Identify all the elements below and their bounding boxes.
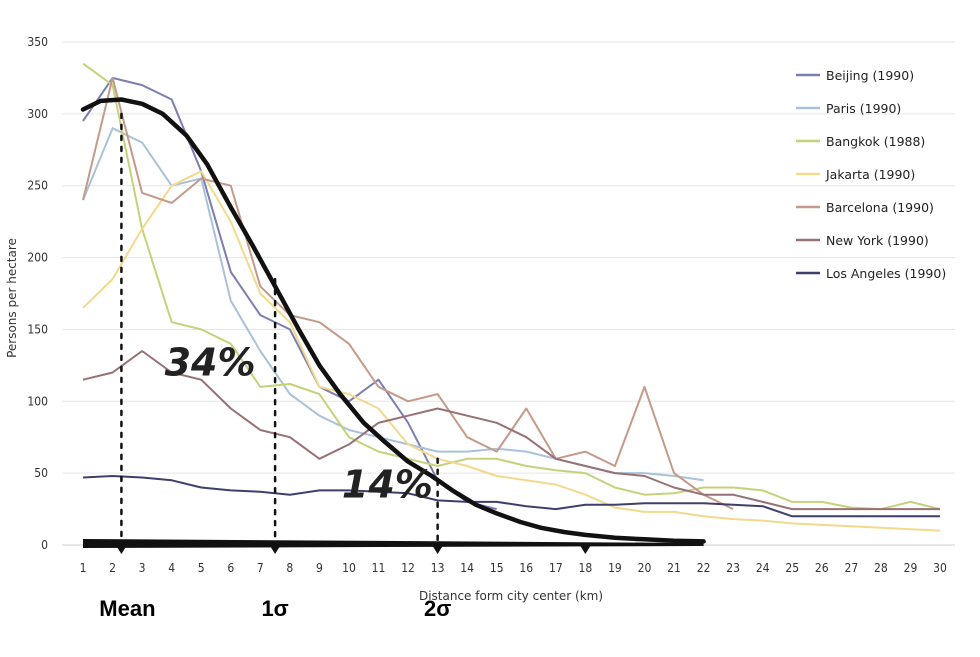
x-tick-2: 2 bbox=[109, 561, 116, 575]
y-axis-title: Persons per hectare bbox=[5, 238, 19, 358]
x-tick-7: 7 bbox=[257, 561, 264, 575]
y-tick-350: 350 bbox=[27, 35, 48, 49]
overlay-baseline bbox=[83, 539, 704, 548]
x-tick-22: 22 bbox=[697, 561, 711, 575]
marker-arrow-2 bbox=[432, 546, 443, 554]
y-tick-0: 0 bbox=[41, 538, 48, 552]
x-tick-11: 11 bbox=[372, 561, 386, 575]
legend-label-4: Barcelona (1990) bbox=[826, 200, 934, 215]
legend-label-6: Los Angeles (1990) bbox=[826, 266, 946, 281]
x-tick-labels: 1 2 3 4 5 6 7 8 9 10 11 12 13 14 15 16 17 18 19 20 21 22 23 24 2… bbox=[80, 561, 947, 575]
legend-label-5: New York (1990) bbox=[826, 233, 929, 248]
gridlines bbox=[62, 41, 955, 546]
y-tick-250: 250 bbox=[27, 179, 48, 193]
x-tick-3: 3 bbox=[139, 561, 146, 575]
marker-label-0: Mean bbox=[99, 596, 155, 621]
x-axis-title: Distance form city center (km) bbox=[419, 589, 603, 603]
marker-arrow-3 bbox=[580, 546, 591, 554]
series-lines bbox=[82, 62, 941, 532]
x-tick-9: 9 bbox=[316, 561, 323, 575]
series-line-2 bbox=[82, 62, 941, 511]
x-tick-1: 1 bbox=[80, 561, 87, 575]
x-tick-29: 29 bbox=[904, 561, 918, 575]
x-tick-20: 20 bbox=[638, 561, 652, 575]
series-line-6 bbox=[82, 475, 940, 518]
percent-annotations: 34% 14% bbox=[165, 340, 433, 506]
legend-label-2: Bangkok (1988) bbox=[826, 134, 925, 149]
series-line-3 bbox=[82, 170, 941, 532]
normal-curve-overlay bbox=[80, 97, 706, 548]
series-line-5 bbox=[82, 350, 940, 511]
marker-label-2: 2σ bbox=[424, 596, 451, 621]
overlay-curve bbox=[80, 97, 706, 544]
legend-label-1: Paris (1990) bbox=[826, 101, 901, 116]
y-tick-150: 150 bbox=[27, 322, 48, 336]
x-tick-15: 15 bbox=[490, 561, 504, 575]
annotation-0: 34% bbox=[165, 340, 256, 384]
y-tick-100: 100 bbox=[27, 394, 48, 408]
x-tick-30: 30 bbox=[933, 561, 947, 575]
x-tick-10: 10 bbox=[342, 561, 356, 575]
annotation-1: 14% bbox=[342, 463, 433, 507]
x-tick-19: 19 bbox=[608, 561, 622, 575]
sigma-markers: Mean 1σ 2σ bbox=[99, 112, 591, 621]
y-tick-200: 200 bbox=[27, 251, 48, 265]
x-tick-5: 5 bbox=[198, 561, 205, 575]
y-tick-50: 50 bbox=[34, 466, 48, 480]
y-tick-300: 300 bbox=[27, 107, 48, 121]
x-tick-13: 13 bbox=[431, 561, 445, 575]
y-tick-labels: 0 50 100 150 200 250 300 350 bbox=[27, 35, 48, 552]
x-tick-12: 12 bbox=[401, 561, 415, 575]
marker-label-1: 1σ bbox=[261, 596, 288, 621]
marker-arrow-1 bbox=[270, 546, 281, 554]
x-tick-25: 25 bbox=[785, 561, 799, 575]
x-tick-16: 16 bbox=[519, 561, 533, 575]
x-tick-21: 21 bbox=[667, 561, 681, 575]
x-tick-18: 18 bbox=[579, 561, 593, 575]
x-tick-24: 24 bbox=[756, 561, 770, 575]
x-tick-17: 17 bbox=[549, 561, 563, 575]
x-tick-4: 4 bbox=[168, 561, 175, 575]
x-tick-23: 23 bbox=[726, 561, 740, 575]
x-tick-6: 6 bbox=[227, 561, 234, 575]
series-line-0 bbox=[82, 76, 497, 511]
x-tick-8: 8 bbox=[286, 561, 293, 575]
legend-label-0: Beijing (1990) bbox=[826, 68, 914, 83]
series-line-4 bbox=[82, 76, 734, 510]
legend: Beijing (1990) Paris (1990) Bangkok (1988)… bbox=[796, 68, 946, 281]
marker-arrow-0 bbox=[116, 546, 127, 554]
x-tick-27: 27 bbox=[844, 561, 858, 575]
x-tick-26: 26 bbox=[815, 561, 829, 575]
x-tick-28: 28 bbox=[874, 561, 888, 575]
legend-label-3: Jakarta (1990) bbox=[825, 167, 915, 182]
x-tick-14: 14 bbox=[460, 561, 474, 575]
